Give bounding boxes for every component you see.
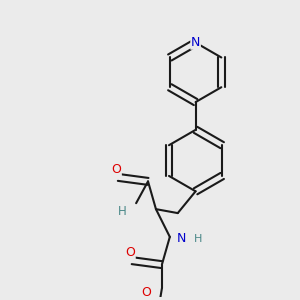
Text: N: N <box>191 36 200 49</box>
Text: O: O <box>125 246 135 259</box>
Text: O: O <box>111 163 121 176</box>
Text: O: O <box>141 286 151 299</box>
Text: N: N <box>177 232 186 245</box>
Text: H: H <box>194 234 202 244</box>
Text: H: H <box>118 205 127 218</box>
